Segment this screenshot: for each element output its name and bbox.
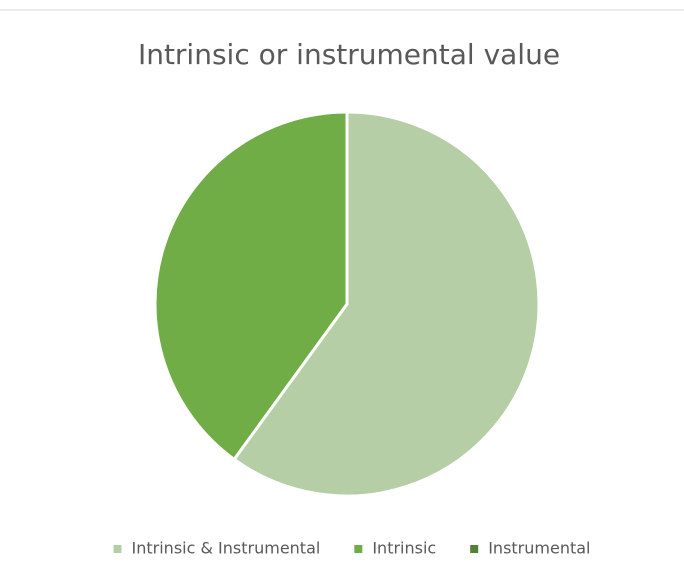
legend-label: Intrinsic & Instrumental xyxy=(132,539,321,558)
legend-label: Instrumental xyxy=(488,539,590,558)
legend-marker xyxy=(470,545,479,553)
chart-title: Intrinsic or instrumental value xyxy=(138,38,560,71)
legend-label: Intrinsic xyxy=(372,539,436,558)
pie-slice xyxy=(232,110,541,498)
legend-marker xyxy=(354,545,363,553)
pie-slice xyxy=(153,110,349,461)
legend-marker xyxy=(113,545,122,553)
